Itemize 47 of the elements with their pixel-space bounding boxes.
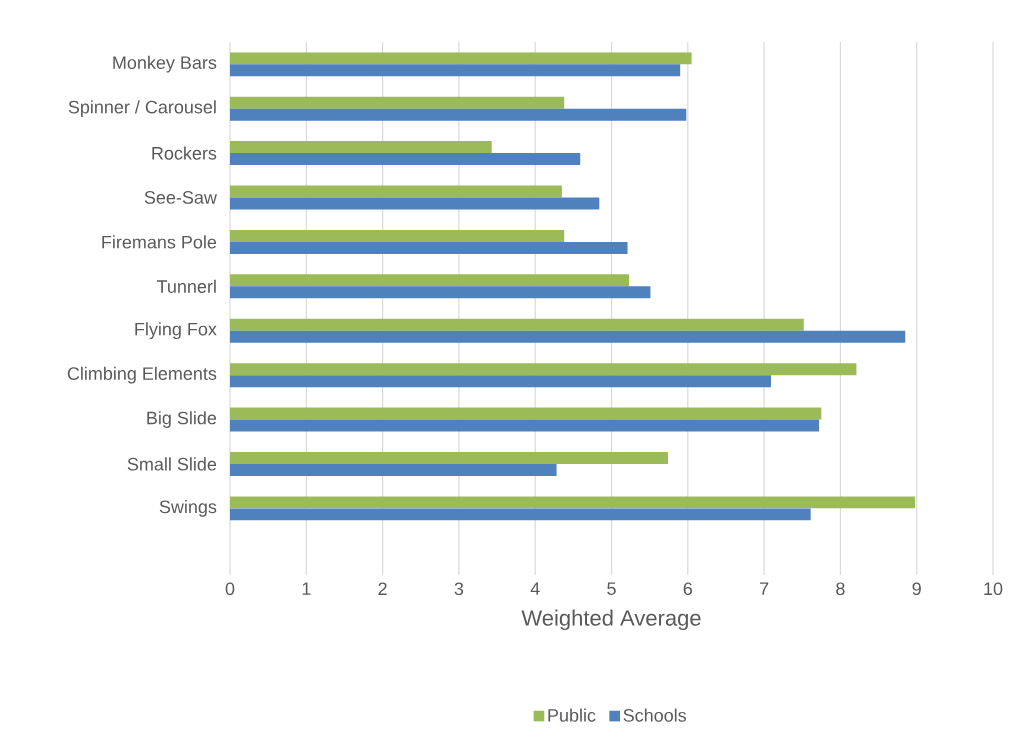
y-tick-label: Monkey Bars bbox=[113, 55, 217, 73]
legend-label: Public bbox=[548, 708, 596, 722]
bar bbox=[230, 419, 820, 432]
bar bbox=[230, 153, 581, 166]
bar bbox=[230, 451, 668, 464]
legend-label: Schools bbox=[623, 708, 687, 722]
bar bbox=[230, 330, 906, 343]
bar bbox=[230, 96, 565, 109]
bar bbox=[230, 274, 630, 287]
x-tick-label: 7 bbox=[760, 582, 769, 595]
bar bbox=[230, 64, 681, 77]
bar bbox=[230, 229, 565, 242]
bar bbox=[230, 407, 822, 420]
y-tick-label: Swings bbox=[159, 499, 217, 517]
x-tick-label: 4 bbox=[530, 582, 540, 595]
x-tick-label: 1 bbox=[302, 582, 311, 595]
bar bbox=[230, 108, 687, 121]
y-tick-label: Small Slide bbox=[127, 457, 217, 471]
bar bbox=[230, 463, 557, 476]
bar bbox=[230, 286, 651, 299]
x-tick-label: 6 bbox=[683, 582, 693, 596]
x-tick-label: 10 bbox=[984, 582, 1003, 596]
bar bbox=[230, 52, 692, 65]
x-tick-label: 2 bbox=[378, 582, 387, 595]
y-tick-label: Tunnerl bbox=[156, 279, 216, 293]
bar bbox=[230, 185, 562, 198]
bar bbox=[230, 197, 600, 210]
bar bbox=[230, 375, 771, 388]
bar bbox=[230, 363, 857, 376]
bar bbox=[230, 496, 916, 509]
y-tick-label: Big Slide bbox=[147, 411, 217, 428]
x-tick-label: 9 bbox=[912, 582, 921, 596]
bar bbox=[230, 508, 811, 521]
x-tick-label: 0 bbox=[225, 582, 235, 596]
bar bbox=[230, 241, 628, 254]
x-tick-label: 5 bbox=[607, 582, 616, 595]
y-tick-label: See-Saw bbox=[144, 191, 217, 204]
bar bbox=[230, 318, 804, 331]
x-axis-title: Weighted Average bbox=[521, 609, 701, 631]
x-tick-label: 8 bbox=[836, 582, 845, 596]
y-tick-label: Rockers bbox=[152, 146, 217, 160]
y-tick-label: Firemans Pole bbox=[102, 235, 217, 249]
bar bbox=[230, 141, 492, 154]
y-tick-label: Spinner / Carousel bbox=[68, 100, 216, 118]
x-tick-label: 3 bbox=[454, 582, 464, 596]
y-tick-label: Flying Fox bbox=[135, 322, 217, 340]
y-tick-label: Climbing Elements bbox=[67, 366, 217, 384]
